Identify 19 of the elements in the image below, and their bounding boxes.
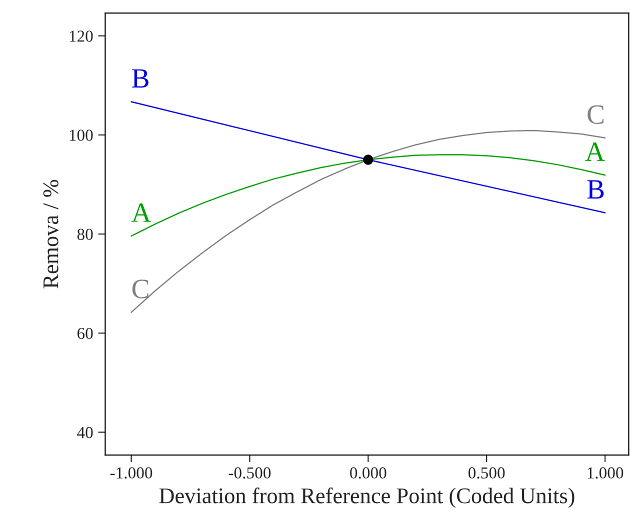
series-label: C (132, 280, 148, 298)
y-tick-label: 60 (77, 328, 93, 340)
series-label: B (587, 180, 604, 199)
y-tick-label: 120 (70, 30, 93, 42)
text: C (588, 105, 604, 124)
x-tick-label: -1.000 (110, 467, 152, 479)
y-axis-title: Remova / % (43, 180, 58, 288)
x-tick-label: 1.000 (588, 467, 624, 479)
text: A (585, 142, 605, 161)
x-tick-label: 0.000 (350, 467, 386, 479)
text: B (132, 69, 148, 88)
line-series (130, 130, 606, 313)
x-tick-label: -0.500 (228, 467, 271, 479)
y-tick-label: 40 (77, 426, 93, 438)
y-tick-label: 80 (77, 228, 93, 240)
series-label: A (132, 203, 152, 222)
y-tick-label: 100 (70, 130, 93, 141)
x-axis-title: Deviation from Reference Point (Coded Units) (159, 487, 574, 508)
x-tick-label: 0.500 (468, 467, 505, 479)
